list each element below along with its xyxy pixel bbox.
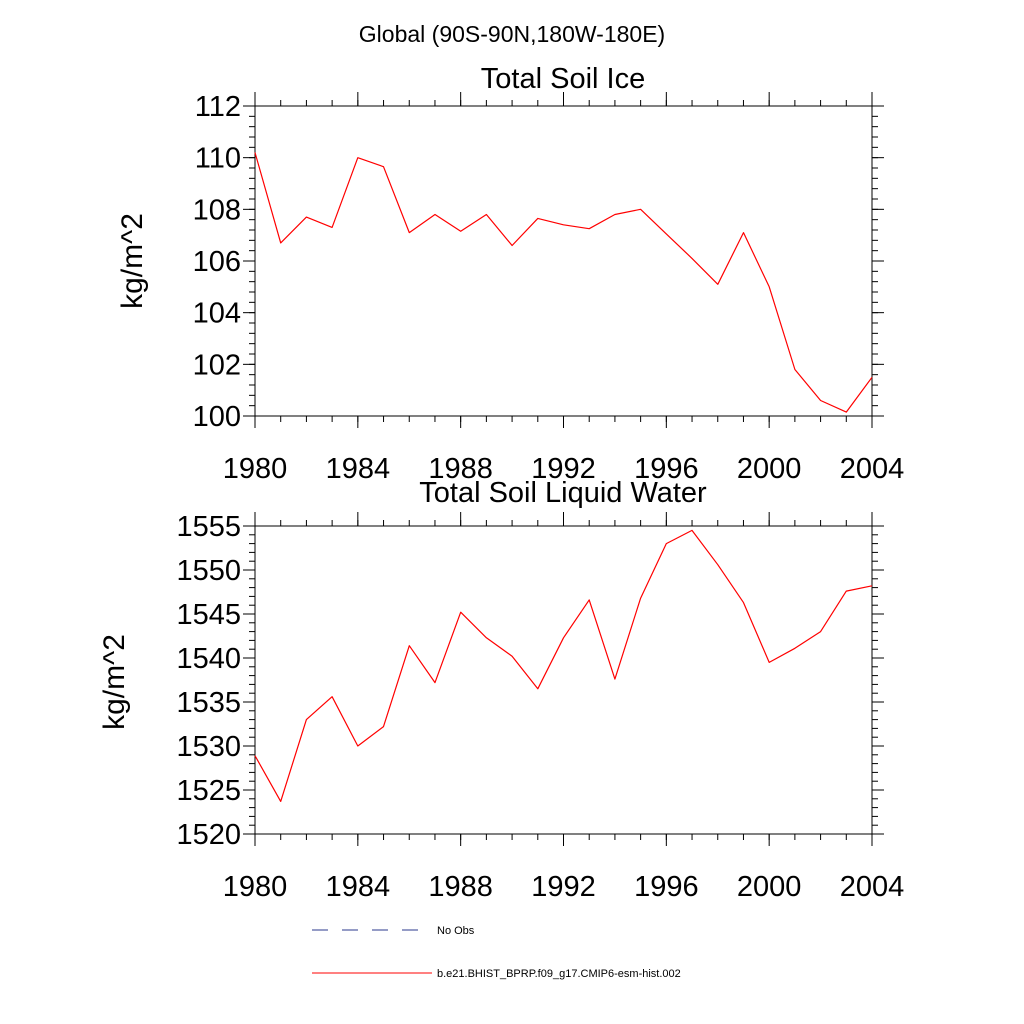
y-axis-label: kg/m^2: [116, 213, 149, 309]
y-tick-label: 110: [195, 143, 241, 175]
x-tick-label: 1988: [428, 453, 493, 485]
y-tick-label: 106: [193, 246, 241, 278]
y-tick-label: 104: [193, 298, 241, 330]
y-tick-label: 1535: [176, 687, 241, 719]
x-tick-label: 1984: [326, 453, 391, 485]
panel-title: Total Soil Liquid Water: [419, 477, 707, 509]
x-tick-label: 1980: [223, 453, 288, 485]
y-axis-label: kg/m^2: [98, 634, 131, 730]
y-tick-label: 1545: [176, 599, 241, 631]
y-tick-label: 102: [193, 349, 241, 381]
x-tick-label: 1992: [531, 871, 596, 903]
y-tick-label: 1540: [176, 643, 241, 675]
y-tick-label: 1555: [176, 511, 241, 543]
y-tick-label: 108: [193, 194, 241, 226]
y-tick-label: 100: [193, 401, 241, 433]
figure-title: Global (90S-90N,180W-180E): [359, 21, 665, 47]
y-tick-label: 1550: [176, 555, 241, 587]
series-line: [254, 152, 873, 413]
y-tick-label: 1520: [176, 819, 241, 851]
x-tick-label: 2000: [737, 453, 802, 485]
series-line: [254, 529, 873, 803]
legend-obs-label: No Obs: [437, 925, 475, 937]
y-tick-label: 1525: [176, 775, 241, 807]
x-tick-label: 1984: [326, 871, 391, 903]
plot-frame: [254, 105, 873, 417]
x-tick-label: 1992: [531, 453, 596, 485]
panel-total-soil-liquid-water: Total Soil Liquid Water kg/m^2 1520 1525 1…: [98, 477, 904, 903]
y-tick-label: 1530: [176, 731, 241, 763]
x-tick-label: 2000: [737, 871, 802, 903]
x-tick-label: 1988: [428, 871, 493, 903]
x-tick-label: 2004: [840, 453, 905, 485]
y-tick-label: 112: [195, 91, 241, 123]
legend-model-label: b.e21.BHIST_BPRP.f09_g17.CMIP6-esm-hist.…: [437, 968, 681, 980]
panel-total-soil-ice: Total Soil Ice kg/m^2 100 102 104 106 108 110…: [116, 63, 904, 485]
plot-frame: [254, 525, 873, 835]
x-tick-label: 1996: [634, 871, 699, 903]
panel-title: Total Soil Ice: [481, 63, 645, 95]
legend: No Obs b.e21.BHIST_BPRP.f09_g17.CMIP6-es…: [312, 925, 681, 980]
x-tick-label: 2004: [840, 871, 905, 903]
x-tick-label: 1980: [223, 871, 288, 903]
x-tick-label: 1996: [634, 453, 699, 485]
